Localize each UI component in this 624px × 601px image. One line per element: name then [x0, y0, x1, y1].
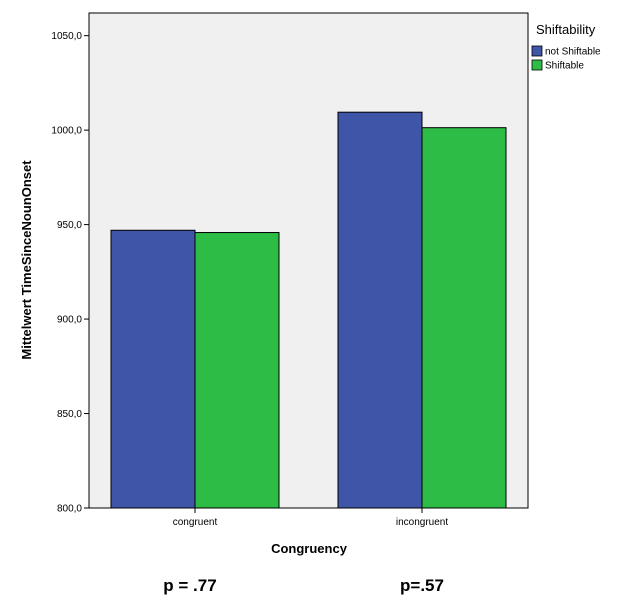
x-axis-title: Congruency [271, 541, 348, 556]
y-tick-label: 950,0 [57, 220, 82, 231]
legend-label-shiftable: Shiftable [545, 61, 584, 72]
legend-title: Shiftability [536, 22, 596, 37]
x-axis: congruent incongruent [173, 508, 448, 528]
legend-swatch-shiftable [531, 59, 543, 71]
legend-swatch-not-shiftable [531, 45, 543, 57]
y-tick-label: 850,0 [57, 409, 82, 420]
y-tick-label: 800,0 [57, 504, 82, 515]
y-tick-label: 1050,0 [51, 31, 82, 42]
y-tick-label: 900,0 [57, 315, 82, 326]
annotation-p-incongruent: p=.57 [400, 576, 444, 595]
y-axis: 800,0 850,0 900,0 950,0 1000,0 1050,0 [51, 31, 89, 515]
annotation-p-congruent: p = .77 [163, 576, 216, 595]
bars-group [110, 111, 507, 509]
bar-congruent-not-shiftable [110, 229, 196, 509]
legend: Shiftability not Shiftable Shiftable [531, 22, 601, 72]
legend-label-not-shiftable: not Shiftable [545, 47, 601, 58]
x-tick-label-congruent: congruent [173, 517, 218, 528]
bar-incongruent-shiftable [421, 127, 507, 509]
bar-incongruent-not-shiftable [337, 111, 423, 509]
y-axis-title: Mittelwert TimeSinceNounOnset [19, 160, 34, 360]
bar-congruent-shiftable [194, 232, 280, 509]
x-tick-label-incongruent: incongruent [396, 517, 448, 528]
y-tick-label: 1000,0 [51, 126, 82, 137]
